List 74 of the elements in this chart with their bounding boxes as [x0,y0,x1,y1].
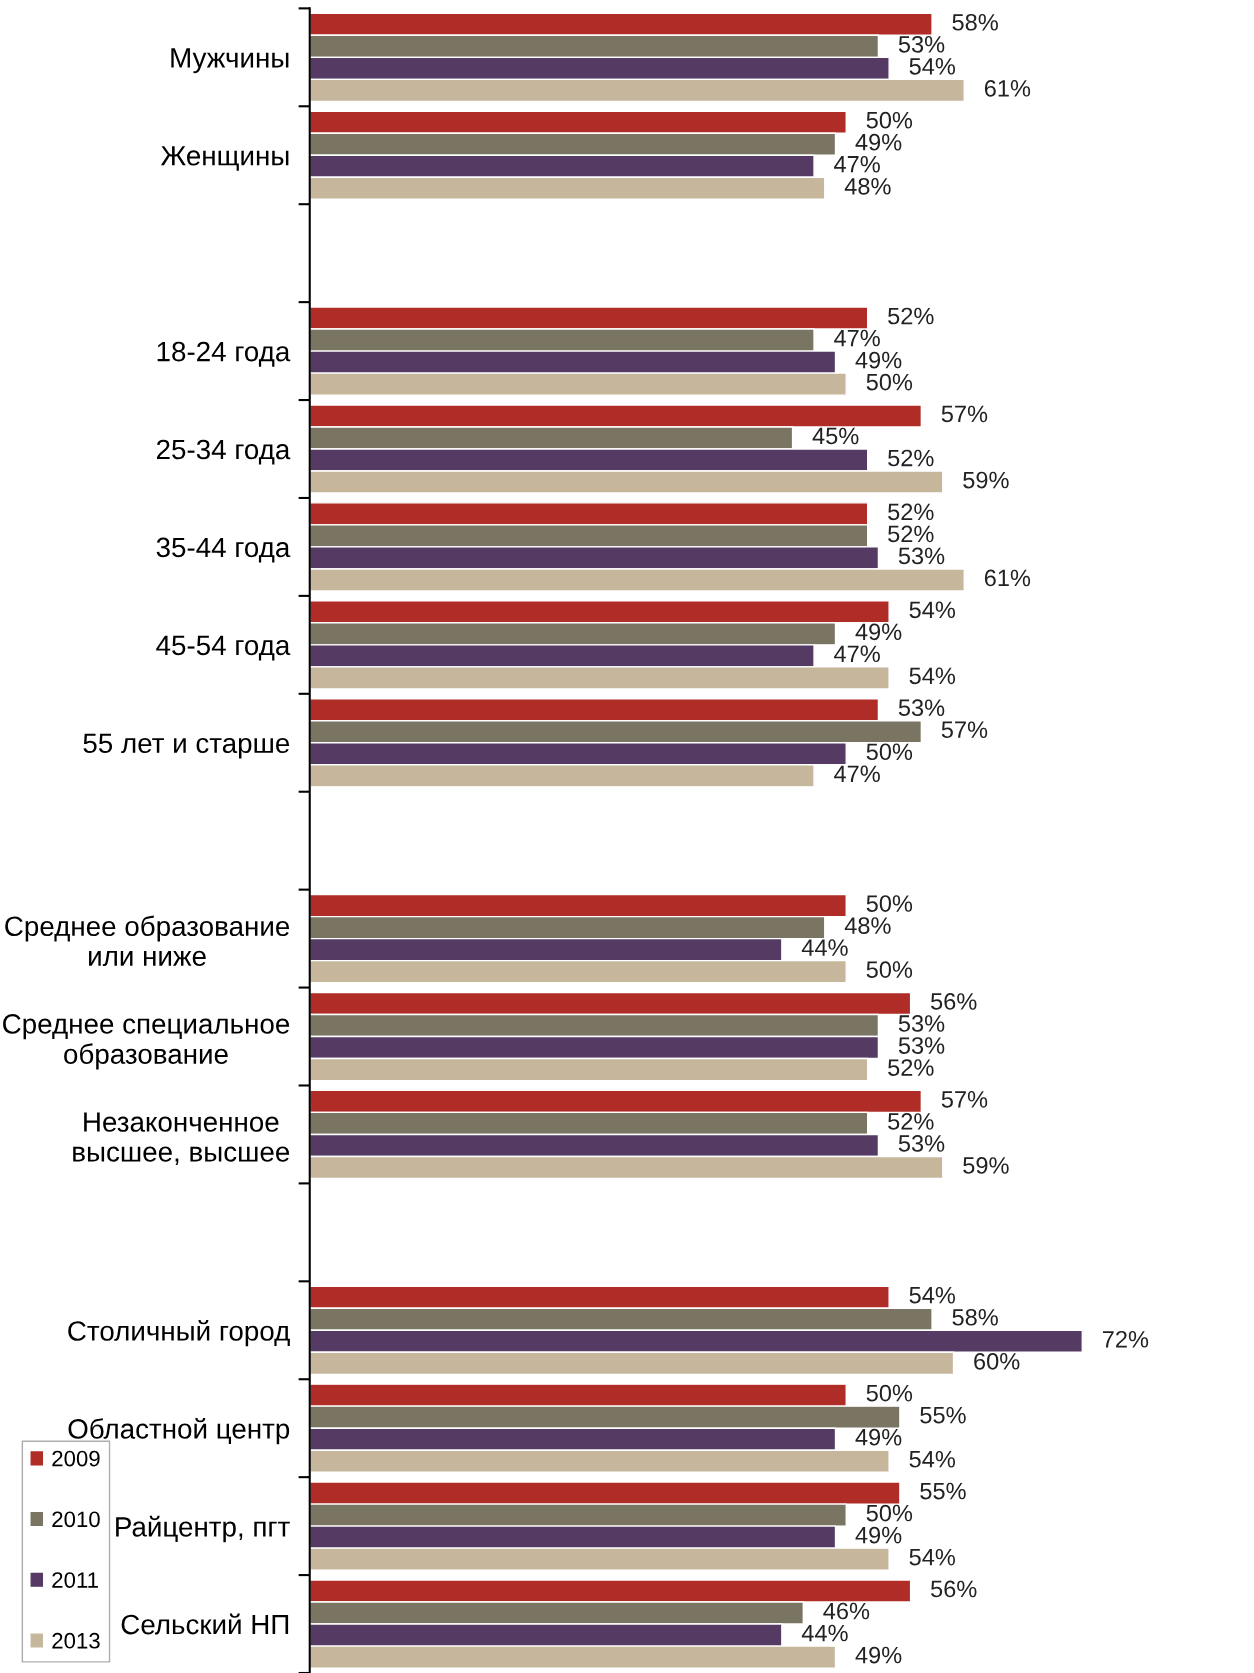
data-label: 49% [855,1428,902,1446]
data-label: 47% [834,155,880,173]
y-tick-label: Среднее образование или ниже [5,915,290,967]
data-label: 50% [866,1504,913,1522]
data-label: 56% [931,1580,977,1598]
data-label: 60% [974,1352,1020,1370]
y-tick-label: Столичный город [68,1319,290,1347]
data-label: 47% [834,645,880,663]
y-tick-label: Мужчины [171,48,289,74]
data-label: 58% [952,1308,998,1326]
data-label: 49% [855,623,902,641]
data-label: 54% [909,601,956,619]
data-label: 57% [941,721,988,739]
data-label: 53% [898,1135,945,1152]
data-label: 53% [898,547,945,565]
data-label: 54% [909,1548,956,1566]
data-label: 46% [823,1602,870,1620]
data-label: 52% [888,503,934,521]
data-label: 49% [855,351,902,369]
data-label: 59% [963,1157,1009,1174]
data-label: 72% [1102,1330,1149,1348]
legend-label: 2009 [52,1450,100,1467]
data-label: 55% [920,1406,966,1424]
data-label: 49% [855,1526,902,1544]
data-label: 53% [898,699,945,717]
data-label: 44% [801,1624,848,1642]
data-label: 52% [888,525,934,543]
data-label: 47% [834,765,880,783]
data-label: 56% [931,993,977,1010]
data-label: 57% [941,1091,988,1108]
data-label: 54% [909,1450,956,1468]
data-label: 47% [834,329,880,347]
data-label: 50% [866,373,913,391]
y-tick-label: 25-34 года [156,439,291,465]
y-tick-label: 45-54 года [156,635,291,661]
data-label: 52% [888,1059,934,1076]
data-label: 49% [855,1646,902,1664]
data-label: 61% [984,79,1031,97]
y-tick-label: 55 лет и старше [83,733,290,759]
data-label: 59% [963,471,1009,489]
data-label: 44% [801,939,848,956]
y-tick-label: Незаконченное высшее, высшее [73,1112,290,1166]
data-label: 50% [866,1384,913,1402]
data-label: 58% [952,13,998,31]
y-tick-label: Областной центр [68,1417,290,1445]
data-label: 61% [984,569,1031,587]
data-label: 52% [888,1113,934,1130]
data-label: 49% [855,133,902,151]
legend-label: 2013 [52,1632,100,1649]
data-label: 55% [920,1482,966,1500]
data-label: 50% [866,961,913,978]
data-label: 50% [866,111,913,129]
data-label: 52% [888,307,934,325]
data-label: 54% [909,667,956,685]
data-label: 54% [909,58,956,75]
data-label: 57% [941,405,988,423]
legend-label: 2011 [52,1572,98,1588]
data-label: 45% [812,427,859,445]
data-label: 53% [898,1015,945,1032]
data-label: 50% [866,895,913,912]
data-label: 48% [844,917,891,934]
y-tick-label: Райцентр, пгт [116,1515,290,1543]
y-tick-label: 35-44 года [156,537,291,563]
y-tick-label: Сельский НП [121,1613,289,1635]
y-tick-label: Среднее специальное образование [3,1014,290,1070]
y-tick-label: Женщины [160,146,289,171]
data-label: 52% [888,449,934,467]
data-label: 50% [866,743,913,761]
legend-label: 2010 [52,1511,100,1528]
y-tick-label: 18-24 года [157,341,291,367]
data-label: 53% [898,35,945,53]
data-label: 54% [909,1286,956,1304]
data-label: 48% [844,177,891,195]
data-label: 53% [898,1037,945,1054]
